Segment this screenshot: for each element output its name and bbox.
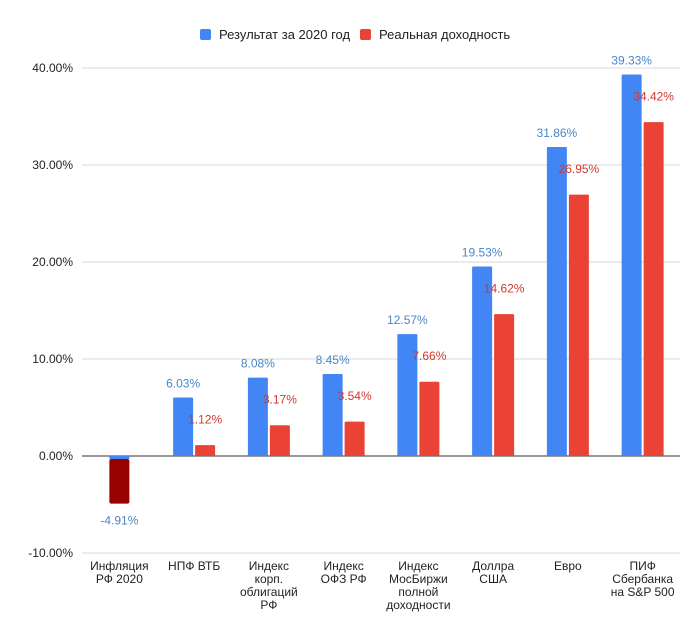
- x-category-label-line: Индекс: [398, 559, 438, 573]
- legend-swatch-real: [360, 29, 371, 40]
- data-labels: -4.91% 6.03% 1.12% 8.08% 3.17% 8.45% 3.54% 12.5…: [100, 53, 674, 527]
- bar-real: [419, 381, 440, 456]
- bar-real: [195, 445, 216, 456]
- bar-result: [546, 146, 567, 456]
- x-category-label-line: МосБиржи: [389, 572, 448, 586]
- bar-result: [472, 266, 493, 456]
- legend-swatch-result: [200, 29, 211, 40]
- bar-real: [643, 122, 664, 456]
- x-category-label: Инфляция РФ 2020: [90, 559, 148, 586]
- x-category-label-line: Сбербанка: [612, 572, 673, 586]
- y-tick-label: 10.00%: [32, 352, 73, 366]
- bar-result: [247, 377, 268, 456]
- legend-label-result: Результат за 2020 год: [219, 27, 350, 42]
- bar-result: [322, 374, 343, 456]
- x-category-label-line: ПИФ: [629, 559, 655, 573]
- x-category-label: Индекс ОФЗ РФ: [321, 559, 367, 586]
- x-category-label-line: США: [479, 572, 507, 586]
- data-label-real: 3.17%: [263, 393, 297, 407]
- data-label-real: 7.66%: [412, 349, 446, 363]
- x-category-label-line: НПФ ВТБ: [168, 559, 220, 573]
- x-category-label: Евро: [554, 559, 582, 573]
- bars: [109, 74, 664, 504]
- data-label-result: 6.03%: [166, 377, 200, 391]
- x-category-label: ПИФ Сбербанка на S&P 500: [611, 559, 675, 599]
- bar-result: [109, 459, 130, 504]
- data-label-result: 8.08%: [241, 357, 275, 371]
- bar-real: [494, 314, 515, 456]
- data-label-result: -4.91%: [100, 514, 138, 528]
- x-category-label-line: облигаций: [240, 585, 298, 599]
- data-label-result: 8.45%: [316, 353, 350, 367]
- x-category-label-line: ОФЗ РФ: [321, 572, 367, 586]
- x-category-label-line: полной: [398, 585, 438, 599]
- y-tick-label: -10.00%: [28, 546, 73, 560]
- data-label-real: 14.62%: [484, 282, 525, 296]
- bar-real: [269, 425, 290, 456]
- legend: Результат за 2020 год Реальная доходност…: [200, 27, 510, 42]
- x-category-label-line: РФ 2020: [96, 572, 143, 586]
- x-category-label: Индекс корп. облигаций РФ: [240, 559, 298, 612]
- x-category-label: Доллра США: [472, 559, 514, 586]
- bar-result-cap: [109, 456, 130, 459]
- x-category-label-line: доходности: [386, 598, 450, 612]
- data-label-result: 39.33%: [611, 53, 652, 67]
- bar-real: [344, 421, 365, 456]
- y-axis: -10.00% 0.00% 10.00% 20.00% 30.00% 40.00%: [28, 61, 73, 560]
- y-tick-label: 20.00%: [32, 255, 73, 269]
- data-label-real: 26.95%: [559, 162, 600, 176]
- bar-result: [173, 397, 194, 456]
- x-category-label-line: на S&P 500: [611, 585, 675, 599]
- x-category-label-line: Индекс: [323, 559, 363, 573]
- x-category-label-line: РФ: [260, 598, 277, 612]
- y-tick-label: 0.00%: [39, 449, 73, 463]
- data-label-real: 1.12%: [188, 413, 222, 427]
- data-label-real: 34.42%: [633, 89, 674, 103]
- bar-real: [568, 194, 589, 456]
- gridlines: [82, 67, 680, 554]
- x-category-label-line: Евро: [554, 559, 582, 573]
- data-label-real: 3.54%: [338, 389, 372, 403]
- x-category-label-line: Доллра: [472, 559, 514, 573]
- y-tick-label: 40.00%: [32, 61, 73, 75]
- x-category-label: НПФ ВТБ: [168, 559, 220, 573]
- x-category-label-line: Инфляция: [90, 559, 148, 573]
- data-label-result: 12.57%: [387, 313, 428, 327]
- x-category-label: Индекс МосБиржи полной доходности: [386, 559, 450, 612]
- legend-label-real: Реальная доходность: [379, 27, 510, 42]
- bar-result: [621, 74, 642, 457]
- x-category-label-line: корп.: [255, 572, 284, 586]
- bar-result: [397, 334, 418, 456]
- x-category-label-line: Индекс: [249, 559, 289, 573]
- data-label-result: 31.86%: [537, 126, 578, 140]
- y-tick-label: 30.00%: [32, 158, 73, 172]
- data-label-result: 19.53%: [462, 246, 503, 260]
